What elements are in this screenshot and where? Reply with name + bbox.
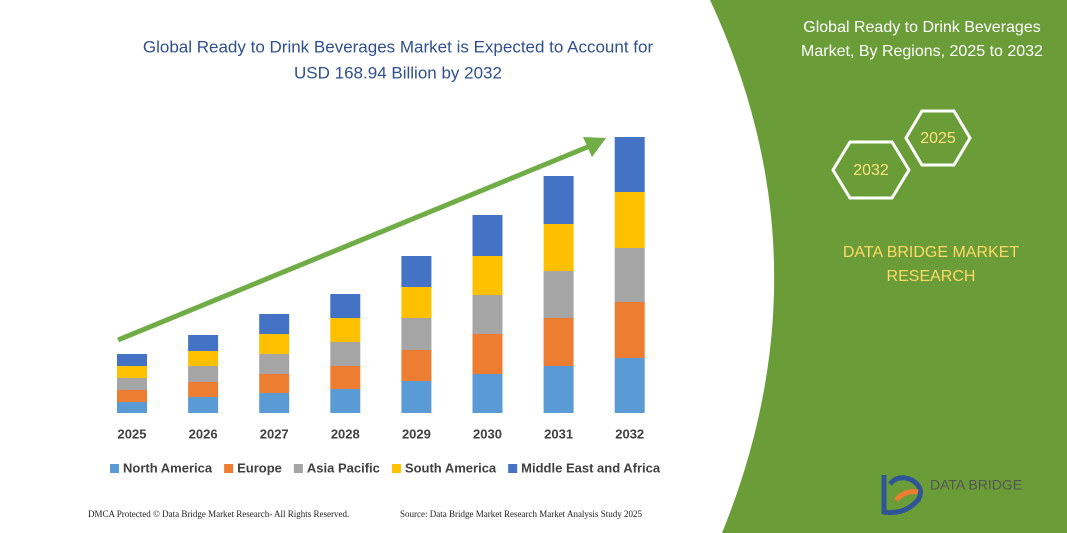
x-tick-label: 2026 (189, 426, 218, 441)
hexagon-label: 2025 (920, 130, 956, 147)
bar-segment (543, 366, 574, 413)
panel-title-line2: Market, By Regions, 2025 to 2032 (801, 43, 1043, 60)
panel-title: Global Ready to Drink Beverages (803, 19, 1040, 36)
legend-label: South America (405, 460, 497, 475)
bar-segment (543, 176, 574, 224)
bar-segment (614, 248, 645, 302)
hexagon (831, 140, 911, 200)
legend-label: Asia Pacific (307, 460, 380, 475)
bar-segment (117, 390, 147, 402)
x-tick-label: 2025 (118, 426, 147, 441)
bar-segment (401, 381, 432, 413)
bar-segment (188, 382, 219, 397)
bar-segment (472, 256, 503, 295)
bar-segment (330, 294, 361, 318)
legend-swatch (110, 464, 119, 473)
hexagon-label: 2032 (853, 162, 889, 179)
trend-arrow (117, 143, 591, 343)
bar-segment (117, 402, 147, 413)
legend-swatch (293, 464, 303, 473)
bar-segment (543, 224, 574, 271)
plot: 2025 2026 2027 2028 2029 2030 2031 2032 North Am… (110, 137, 661, 475)
bar-segment (188, 351, 219, 366)
legend-label: Europe (237, 460, 282, 475)
bar-segment (401, 287, 432, 318)
bar-segment (117, 354, 147, 366)
hexagon (904, 109, 972, 167)
bar-segment (543, 271, 574, 318)
bar-segment (401, 350, 432, 381)
footer-right: Source: Data Bridge Market Research Mark… (400, 509, 642, 519)
bar-segment (330, 342, 361, 366)
bar-segment (188, 397, 219, 413)
logo-text: DATA BRIDGE (930, 477, 1022, 493)
bar-segment (330, 389, 361, 413)
bar-segment (188, 335, 219, 351)
bar-segment (614, 302, 645, 358)
bar-segment (259, 374, 290, 393)
x-tick-label: 2030 (473, 426, 502, 441)
chart-title-line2: USD 168.94 Billion by 2032 (294, 63, 502, 82)
bar-segment (472, 215, 503, 256)
logo: DATA BRIDGE (881, 475, 1022, 515)
bar-segment (259, 393, 290, 413)
x-tick-label: 2028 (331, 426, 360, 441)
bar-segment (401, 256, 432, 287)
legend-swatch (508, 464, 518, 473)
footer-left: DMCA Protected © Data Bridge Market Rese… (88, 509, 349, 519)
bar-segment (259, 354, 290, 374)
side-panel (710, 0, 1067, 533)
bar-segment (259, 314, 290, 334)
bar-segment (117, 366, 147, 378)
bar-segment (472, 295, 503, 334)
arrow-head (583, 137, 606, 157)
bar-segment (117, 378, 147, 390)
bar-segment (330, 366, 361, 389)
bar-segment (472, 374, 503, 413)
x-tick-label: 2027 (260, 426, 289, 441)
legend-label: North America (123, 460, 213, 475)
brand-text-line2: RESEARCH (887, 268, 976, 285)
bar-segment (614, 192, 645, 248)
bar-segment (188, 366, 219, 382)
bar-segment (543, 318, 574, 366)
x-tick-label: 2031 (544, 426, 573, 441)
legend-label: Middle East and Africa (521, 460, 661, 475)
brand-text: DATA BRIDGE MARKET (843, 244, 1020, 261)
bar-segment (259, 334, 290, 354)
legend-swatch (391, 464, 401, 473)
bar-segment (330, 318, 361, 342)
legend-swatch (224, 464, 234, 473)
x-tick-label: 2032 (615, 426, 644, 441)
bar-segment (472, 334, 503, 374)
chart-title: Global Ready to Drink Beverages Market i… (143, 37, 654, 56)
bar-segment (401, 318, 432, 350)
bar-segment (614, 137, 645, 192)
bar-segment (614, 358, 645, 413)
x-tick-label: 2029 (402, 426, 431, 441)
